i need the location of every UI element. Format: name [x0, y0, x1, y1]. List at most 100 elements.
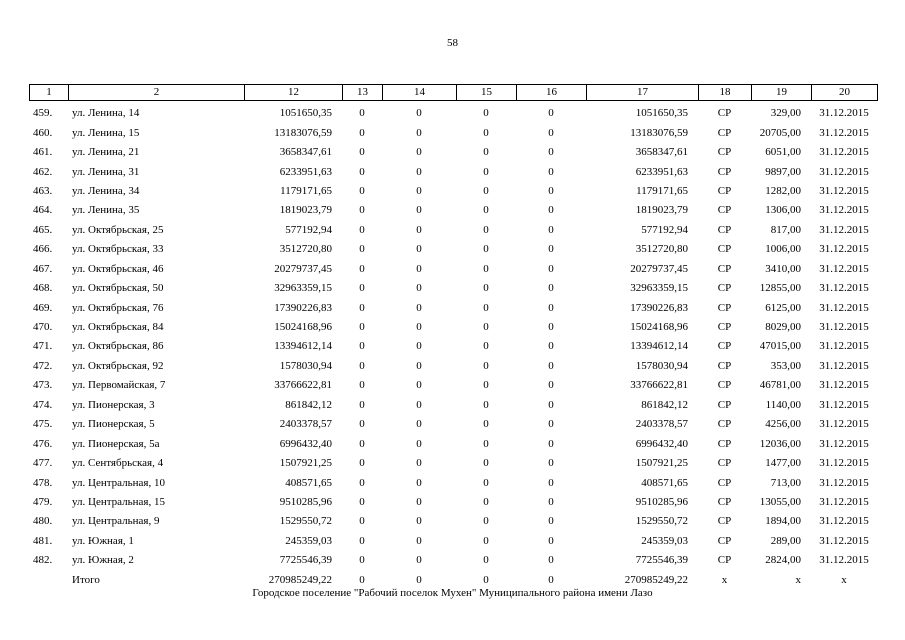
code-col-18: СР — [717, 107, 732, 120]
value-col-16: 0 — [548, 146, 554, 159]
value-col-19: 3410,00 — [765, 262, 801, 275]
date-col-20: 31.12.2015 — [819, 146, 869, 159]
address-cell: ул. Центральная, 15 — [72, 495, 165, 508]
address-cell: ул. Октябрьская, 50 — [72, 282, 164, 295]
value-col-17: 2403378,57 — [635, 418, 688, 431]
value-col-19: 47015,00 — [759, 340, 801, 353]
value-col-15: 0 — [483, 282, 489, 295]
value-col-19: 9897,00 — [765, 165, 801, 178]
value-col-17: 861842,12 — [641, 398, 688, 411]
value-col-19: 6125,00 — [765, 301, 801, 314]
value-col-16: 0 — [548, 223, 554, 236]
value-col-14: 0 — [416, 534, 422, 547]
row-number: 466. — [33, 243, 53, 256]
value-col-12: 408571,65 — [285, 476, 332, 489]
value-col-16: 0 — [548, 398, 554, 411]
value-col-14: 0 — [416, 107, 422, 120]
table-row: 482. ул. Южная, 2 7725546,39 0 0 0 0 7725546,39… — [29, 551, 877, 570]
value-col-19: 1140,00 — [765, 398, 801, 411]
value-col-13: 0 — [359, 476, 365, 489]
code-col-18: СР — [717, 554, 732, 567]
address-cell: ул. Октябрьская, 84 — [72, 321, 164, 334]
date-col-20: 31.12.2015 — [819, 437, 869, 450]
value-col-19: 353,00 — [770, 359, 801, 372]
value-col-14: 0 — [416, 262, 422, 275]
value-col-12: 1507921,25 — [279, 457, 332, 470]
column-header-cell: 13 — [342, 84, 383, 101]
value-col-14: 0 — [416, 204, 422, 217]
code-col-18: СР — [717, 515, 732, 528]
date-col-20: 31.12.2015 — [819, 301, 869, 314]
value-col-12: 245359,03 — [285, 534, 332, 547]
code-col-18: СР — [717, 398, 732, 411]
code-col-18: СР — [717, 321, 732, 334]
address-cell: ул. Октябрьская, 46 — [72, 262, 164, 275]
value-col-12: 3512720,80 — [279, 243, 332, 256]
value-col-19: 1006,00 — [765, 243, 801, 256]
value-col-14: 0 — [416, 165, 422, 178]
page-number: 58 — [447, 37, 458, 49]
value-col-13: 0 — [359, 437, 365, 450]
address-cell: ул. Центральная, 9 — [72, 515, 160, 528]
row-number: 465. — [33, 223, 53, 236]
value-col-14: 0 — [416, 184, 422, 197]
code-col-18: СР — [717, 204, 732, 217]
date-col-20: 31.12.2015 — [819, 107, 869, 120]
address-cell: ул. Южная, 1 — [72, 534, 134, 547]
value-col-12: 9510285,96 — [279, 495, 332, 508]
code-col-18: СР — [717, 437, 732, 450]
date-col-20: 31.12.2015 — [819, 282, 869, 295]
date-col-20: 31.12.2015 — [819, 398, 869, 411]
value-col-16: 0 — [548, 418, 554, 431]
value-col-15: 0 — [483, 515, 489, 528]
value-col-15: 0 — [483, 457, 489, 470]
value-col-12: 33766622,81 — [274, 379, 332, 392]
column-header-cell: 20 — [811, 84, 878, 101]
value-col-12: 17390226,83 — [274, 301, 332, 314]
address-cell: ул. Ленина, 34 — [72, 184, 140, 197]
table-row: 473. ул. Первомайская, 7 33766622,81 0 0 0 0 33… — [29, 376, 877, 395]
value-col-14: 0 — [416, 359, 422, 372]
value-col-12: 270985249,22 — [268, 573, 332, 586]
value-col-15: 0 — [483, 243, 489, 256]
row-number: 477. — [33, 457, 53, 470]
value-col-12: 1051650,35 — [279, 107, 332, 120]
value-col-13: 0 — [359, 243, 365, 256]
table-row: 464. ул. Ленина, 35 1819023,79 0 0 0 0 1819023,… — [29, 201, 877, 220]
value-col-13: 0 — [359, 223, 365, 236]
address-cell: ул. Октябрьская, 33 — [72, 243, 164, 256]
row-number: 462. — [33, 165, 53, 178]
column-header-cell: 14 — [382, 84, 457, 101]
value-col-17: 15024168,96 — [630, 321, 688, 334]
address-cell: ул. Центральная, 10 — [72, 476, 165, 489]
value-col-15: 0 — [483, 301, 489, 314]
column-header-cell: 19 — [751, 84, 812, 101]
value-col-12: 6233951,63 — [279, 165, 332, 178]
value-col-13: 0 — [359, 515, 365, 528]
column-header-cell: 17 — [586, 84, 699, 101]
address-cell: ул. Ленина, 21 — [72, 146, 140, 159]
column-header-cell: 18 — [698, 84, 752, 101]
date-col-20: 31.12.2015 — [819, 165, 869, 178]
value-col-16: 0 — [548, 534, 554, 547]
address-cell: ул. Пионерская, 3 — [72, 398, 155, 411]
value-col-14: 0 — [416, 301, 422, 314]
value-col-14: 0 — [416, 146, 422, 159]
table-row: 463. ул. Ленина, 34 1179171,65 0 0 0 0 1179171,… — [29, 182, 877, 201]
value-col-17: 1051650,35 — [635, 107, 688, 120]
address-cell: ул. Ленина, 35 — [72, 204, 140, 217]
value-col-16: 0 — [548, 495, 554, 508]
total-row: Итого 270985249,22 0 0 0 0 270985249,22 х х х — [29, 571, 877, 590]
value-col-19: 2824,00 — [765, 554, 801, 567]
date-col-20: 31.12.2015 — [819, 243, 869, 256]
value-col-16: 0 — [548, 359, 554, 372]
value-col-17: 13394612,14 — [630, 340, 688, 353]
value-col-19: 289,00 — [770, 534, 801, 547]
value-col-14: 0 — [416, 457, 422, 470]
value-col-19: 817,00 — [770, 223, 801, 236]
value-col-14: 0 — [416, 554, 422, 567]
value-col-17: 6233951,63 — [635, 165, 688, 178]
value-col-13: 0 — [359, 495, 365, 508]
date-col-20: 31.12.2015 — [819, 515, 869, 528]
row-number: 467. — [33, 262, 53, 275]
